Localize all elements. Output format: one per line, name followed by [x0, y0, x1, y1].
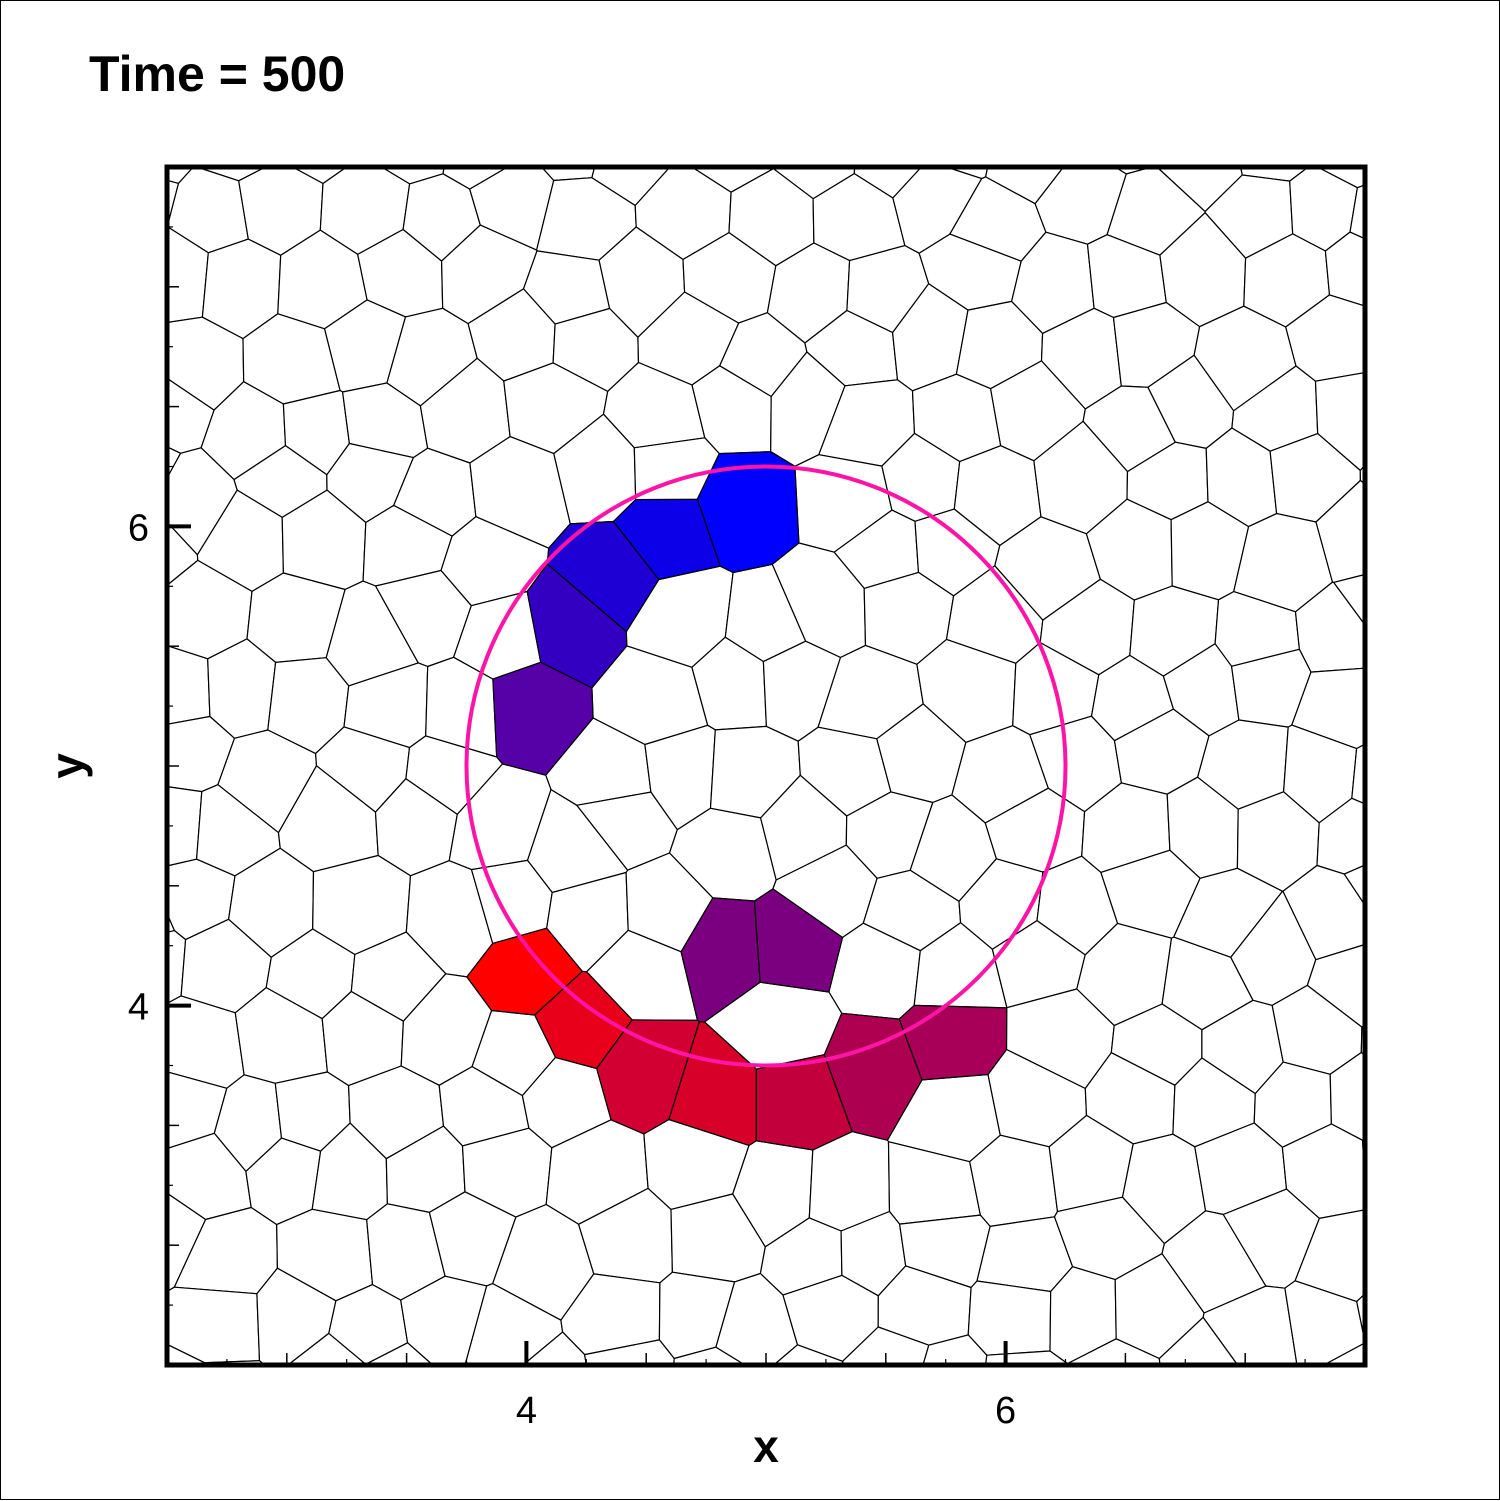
- y-axis-label: y: [41, 753, 93, 779]
- x-axis-label: x: [753, 1420, 779, 1472]
- x-tick-label: 4: [516, 1390, 537, 1432]
- highlighted-cell: [898, 1004, 1008, 1081]
- reference-circle: [464, 464, 1068, 1068]
- highlighted-cell: [753, 888, 844, 993]
- voronoi-mesh: [166, 166, 1366, 1366]
- y-tick-label: 4: [128, 987, 149, 1029]
- highlighted-cell: [492, 661, 594, 776]
- x-tick-label: 6: [995, 1390, 1016, 1432]
- axis-ticks: 4 6 4 6: [128, 226, 1306, 1432]
- mesh-cell: [166, 645, 211, 725]
- highlighted-cells: [466, 451, 1008, 1151]
- chart-title: Time = 500: [89, 46, 345, 102]
- mesh-cell: [967, 1280, 1052, 1356]
- y-tick-label: 6: [128, 507, 149, 549]
